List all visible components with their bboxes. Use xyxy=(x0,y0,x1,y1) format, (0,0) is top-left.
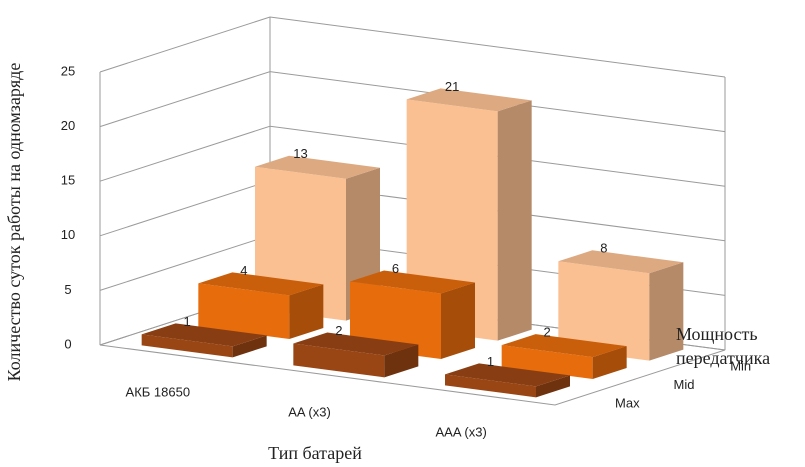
bar-side xyxy=(384,344,419,378)
bar xyxy=(558,250,684,361)
data-label: 2 xyxy=(335,323,342,338)
bar-top xyxy=(350,270,475,294)
grid-line xyxy=(99,16,726,78)
legend-label: Mid xyxy=(674,377,695,392)
x-tick-label: АКБ 18650 xyxy=(126,384,191,399)
bar xyxy=(198,272,324,339)
y-tick-label: 15 xyxy=(61,173,75,188)
data-label: 1 xyxy=(487,354,494,369)
grid-line xyxy=(99,71,726,133)
bar-top xyxy=(558,250,684,274)
bar-front xyxy=(293,343,385,378)
data-label: 8 xyxy=(600,241,607,256)
bar-top xyxy=(141,323,267,347)
x-tick-label: AA (x3) xyxy=(288,404,331,419)
y-tick-label: 10 xyxy=(61,227,75,242)
bar xyxy=(293,332,419,378)
bar-side xyxy=(232,335,267,358)
y-tick-label: 0 xyxy=(64,336,71,351)
bar-top xyxy=(293,332,419,356)
bar-top xyxy=(255,155,380,179)
bar-side xyxy=(289,284,324,339)
bar-side xyxy=(592,346,627,379)
legend-label: Max xyxy=(615,395,640,410)
bar-side xyxy=(649,262,684,361)
x-tick-label: AAA (x3) xyxy=(436,424,487,439)
bar-front xyxy=(141,334,233,358)
bar-top xyxy=(198,272,324,296)
bar xyxy=(141,323,267,358)
data-label: 6 xyxy=(392,261,399,276)
y-tick-label: 5 xyxy=(64,282,71,297)
bar-front xyxy=(501,345,593,379)
data-label: 2 xyxy=(544,325,551,340)
bar-front xyxy=(445,374,536,398)
data-label: 1 xyxy=(184,314,191,329)
bar-top xyxy=(406,88,532,112)
bar-top xyxy=(501,334,627,358)
bar xyxy=(501,334,627,379)
legend-label: Min xyxy=(730,359,751,374)
bar xyxy=(445,363,570,398)
data-label: 4 xyxy=(240,263,247,278)
data-label: 21 xyxy=(445,79,459,94)
x-axis-label: Тип батарей xyxy=(268,443,362,463)
y-tick-label: 25 xyxy=(61,63,75,78)
bar-side xyxy=(441,282,475,359)
bar-side xyxy=(497,100,532,341)
bar-front xyxy=(558,261,650,361)
grid-line xyxy=(99,125,726,187)
bar-top xyxy=(445,363,570,387)
data-label: 13 xyxy=(293,146,307,161)
bar-side xyxy=(536,375,570,398)
z-axis-label: Мощность передатчика xyxy=(676,324,771,368)
y-tick-label: 20 xyxy=(61,118,75,133)
y-axis-label: Количество суток работы на одномзаряде xyxy=(4,63,24,382)
bar-front xyxy=(198,283,290,339)
